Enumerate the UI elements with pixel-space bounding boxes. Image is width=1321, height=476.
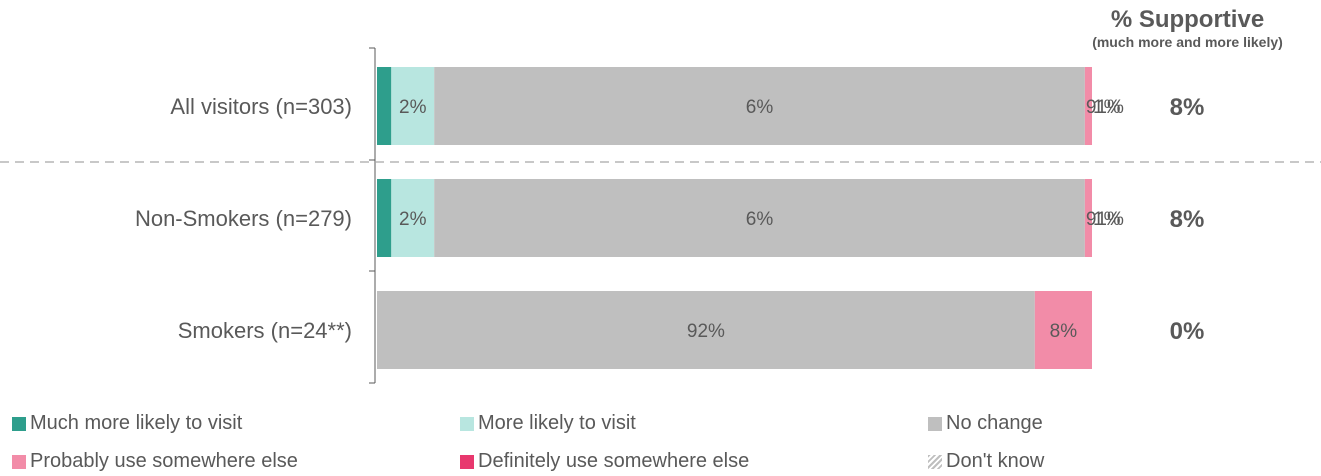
- supportive-value: 0%: [1170, 318, 1205, 345]
- segment-data-label: 8%: [1050, 321, 1078, 342]
- bar-segment: [434, 179, 1085, 257]
- segment-data-label: 91%: [1086, 97, 1124, 118]
- legend-item: Don't know: [928, 450, 1044, 473]
- legend-item: Probably use somewhere else: [12, 450, 298, 473]
- bar-segment: [1084, 67, 1092, 145]
- segment-data-label: 6%: [746, 209, 774, 230]
- bar-segment: [377, 179, 392, 257]
- segment-data-label: 1%: [1093, 209, 1121, 230]
- legend-item: Much more likely to visit: [12, 412, 242, 435]
- bar-segment: [377, 291, 1035, 369]
- segment-data-label: 2%: [399, 97, 427, 118]
- supportive-value: 8%: [1170, 206, 1205, 233]
- bar-segment: [1084, 179, 1092, 257]
- legend-item: Definitely use somewhere else: [460, 450, 749, 473]
- bars: [377, 67, 1092, 369]
- legend: Much more likely to visit More likely to …: [12, 412, 1312, 476]
- category-label: Smokers (n=24**): [178, 318, 352, 343]
- legend-label: More likely to visit: [478, 412, 636, 434]
- category-label: Non-Smokers (n=279): [135, 206, 352, 231]
- segment-data-label: 6%: [746, 97, 774, 118]
- labels: All visitors (n=303) 2% 6% 91%1% 8%Non-Smoke…: [135, 94, 1204, 345]
- supportive-title: % Supportive: [1110, 6, 1265, 33]
- legend-swatch: [460, 416, 474, 431]
- supportive-header: % Supportive (much more and more likely): [1085, 6, 1290, 51]
- legend-swatch: [12, 416, 26, 431]
- segment-data-label: 92%: [687, 321, 725, 342]
- segment-data-label: 91%: [1086, 209, 1124, 230]
- bar-segment: [1034, 291, 1092, 369]
- category-label: All visitors (n=303): [170, 94, 352, 119]
- legend-label: Probably use somewhere else: [30, 450, 298, 472]
- legend-label: No change: [946, 412, 1043, 434]
- legend-item: No change: [928, 412, 1043, 435]
- legend-swatch: [928, 454, 942, 469]
- category-axis: [369, 47, 376, 384]
- legend-label: Much more likely to visit: [30, 412, 243, 434]
- bar-segment: [391, 67, 435, 145]
- supportive-subtitle: (much more and more likely): [1092, 34, 1283, 50]
- supportive-value: 8%: [1170, 94, 1205, 121]
- bar-segment: [391, 179, 435, 257]
- stacked-bar-chart: All visitors (n=303) 2% 6% 91%1% 8%Non-Smoke…: [0, 47, 1321, 384]
- segment-data-label: 1%: [1093, 97, 1121, 118]
- legend-item: More likely to visit: [460, 412, 636, 435]
- bar-segment: [377, 67, 392, 145]
- legend-swatch: [928, 416, 942, 431]
- legend-label: Don't know: [946, 450, 1045, 472]
- legend-swatch: [460, 454, 474, 469]
- bar-segment: [434, 67, 1085, 145]
- segment-data-label: 2%: [399, 209, 427, 230]
- legend-swatch: [12, 454, 26, 469]
- legend-label: Definitely use somewhere else: [478, 450, 750, 472]
